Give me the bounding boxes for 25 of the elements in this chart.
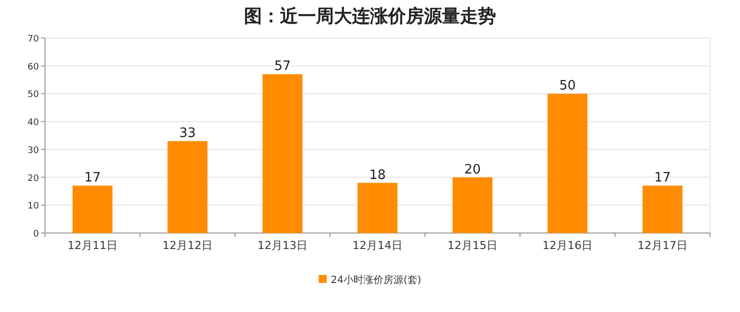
title: 图：近一周大连涨价房源量走势 — [244, 6, 496, 27]
ytick: 50 — [28, 90, 39, 100]
data-label: 18 — [369, 168, 386, 183]
xtick: 12月16日 — [542, 239, 592, 252]
xtick: 12月11日 — [68, 239, 118, 252]
data-label: 20 — [464, 162, 481, 178]
data-label: 17 — [84, 170, 101, 186]
ytick: 60 — [28, 62, 39, 72]
ytick: 10 — [28, 202, 39, 212]
legend-label: 24小时涨价房源(套) — [330, 274, 422, 286]
xtick: 12月14日 — [352, 239, 402, 252]
legend: 24小时涨价房源(套) — [318, 275, 422, 286]
xtick: 12月15日 — [448, 239, 498, 252]
ytick: 0 — [33, 230, 39, 240]
ytick: 30 — [28, 146, 39, 156]
xtick: 12月12日 — [162, 239, 212, 252]
xtick: 12月17日 — [638, 239, 688, 252]
data-label: 17 — [654, 170, 671, 186]
data-label: 57 — [274, 59, 291, 74]
data-label: 33 — [179, 126, 196, 142]
ytick: 40 — [28, 118, 39, 128]
ytick: 70 — [28, 34, 39, 44]
ytick: 20 — [28, 174, 39, 184]
data-label: 50 — [559, 78, 576, 94]
xtick: 12月13日 — [258, 239, 308, 252]
